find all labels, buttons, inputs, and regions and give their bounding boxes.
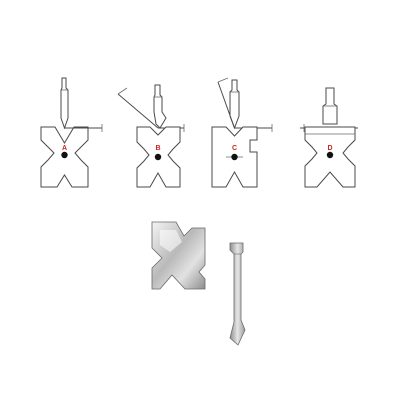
setup-d: D [300, 87, 358, 188]
setup-d-workpiece [326, 151, 334, 159]
setup-b-workpiece [154, 153, 162, 161]
setup-c-sheet-left [217, 81, 235, 129]
setup-b: B [117, 84, 185, 188]
setup-a: A [40, 77, 103, 188]
solid-die-highlight [160, 230, 182, 252]
setup-b-punch [153, 84, 167, 129]
setup-b-label: B [155, 145, 160, 152]
solid-punch-body [229, 242, 246, 346]
setup-a-punch [60, 77, 69, 130]
setup-c-label: C [232, 145, 237, 152]
setup-a-label: A [62, 145, 67, 152]
solid-die-body [151, 221, 206, 290]
setup-b-sheet-left [117, 93, 159, 129]
setup-c-workpiece [231, 153, 238, 161]
setup-c: C [211, 77, 273, 188]
solid-die [151, 221, 206, 290]
setup-a-workpiece [61, 151, 68, 159]
setup-c-punch [229, 79, 240, 130]
solid-punch [229, 242, 246, 346]
setup-d-label: D [327, 145, 332, 152]
